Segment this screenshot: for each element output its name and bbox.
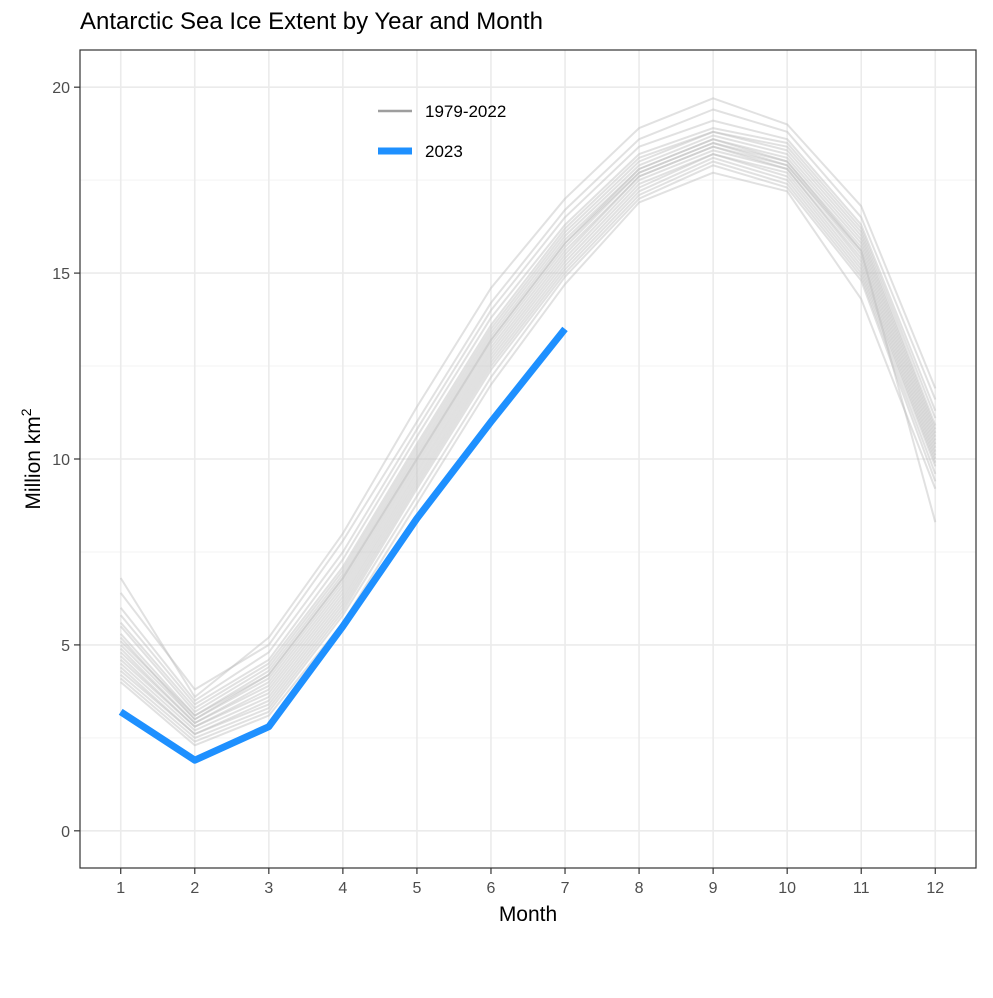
historical-line-19 — [120, 171, 937, 747]
historical-line-5 — [119, 130, 937, 710]
y-tick-label: 5 — [61, 638, 70, 655]
y-tick-label: 15 — [52, 266, 70, 283]
x-tick-label: 8 — [635, 880, 644, 897]
historical-line-11 — [120, 145, 937, 724]
historical-line-6 — [119, 130, 937, 713]
historical-line-18 — [120, 164, 937, 743]
legend-label-1: 1979-2022 — [425, 102, 506, 121]
historical-line-15 — [120, 153, 937, 736]
historical-line-3 — [119, 119, 937, 702]
x-tick-label: 10 — [778, 880, 796, 897]
x-tick-label: 7 — [561, 880, 570, 897]
y-axis-label: Million km2 — [18, 408, 45, 509]
historical-line-2 — [119, 108, 937, 691]
y-axis-label-text: Million km — [22, 416, 45, 509]
historical-line-17 — [120, 160, 937, 739]
x-tick-label: 4 — [338, 880, 347, 897]
y-tick-label: 10 — [52, 452, 70, 469]
x-tick-label: 6 — [487, 880, 496, 897]
x-tick-label: 9 — [709, 880, 718, 897]
historical-line-8 — [119, 138, 937, 721]
x-tick-label: 11 — [853, 880, 870, 897]
historical-line-4 — [119, 127, 937, 706]
x-tick-label: 1 — [116, 880, 125, 897]
historical-line-7 — [119, 134, 937, 717]
y-axis-label-superscript: 2 — [18, 408, 34, 416]
historical-line-12 — [120, 145, 937, 728]
legend-label-2: 2023 — [425, 142, 463, 161]
x-tick-label: 3 — [264, 880, 273, 897]
y-tick-label: 0 — [61, 824, 70, 841]
y-tick-label: 20 — [52, 80, 70, 97]
historical-line-9 — [119, 138, 937, 721]
historical-line-16 — [120, 156, 937, 736]
x-axis-label: Month — [499, 903, 557, 926]
x-tick-label: 5 — [412, 880, 421, 897]
historical-line-14 — [120, 153, 937, 732]
chart-title: Antarctic Sea Ice Extent by Year and Mon… — [80, 8, 543, 35]
x-tick-label: 2 — [190, 880, 199, 897]
x-tick-label: 12 — [926, 880, 944, 897]
historical-line-20 — [119, 142, 937, 717]
historical-line-13 — [120, 149, 937, 728]
historical-line-10 — [119, 142, 937, 724]
historical-line-1 — [119, 97, 937, 698]
series-line-2023 — [118, 326, 568, 764]
